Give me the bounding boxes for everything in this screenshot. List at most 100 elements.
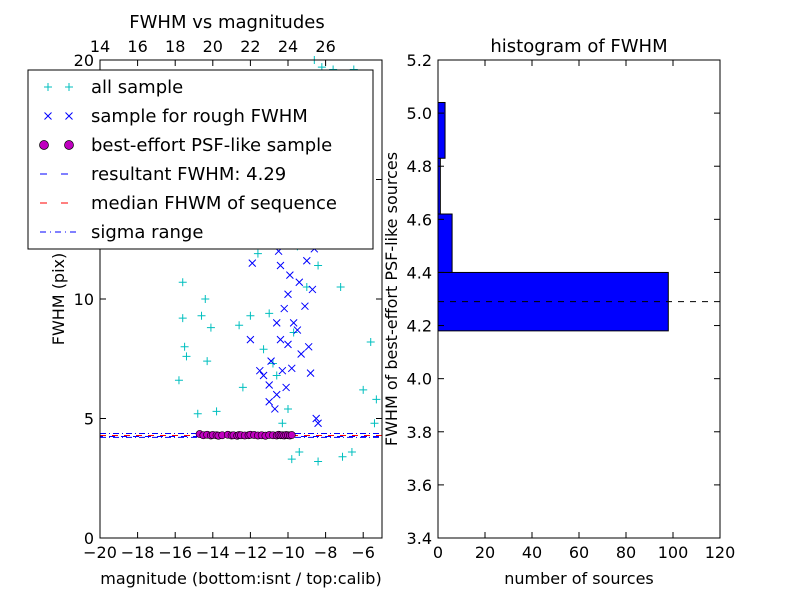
rough-sample-point-28 [301,302,309,311]
histogram-ytick-label-1: 3.6 [407,476,432,495]
legend-marker-x-0 [44,112,52,120]
rough-sample-point-12 [276,261,285,270]
histogram-ytick-label-9: 5.2 [407,51,432,70]
all-sample-point-7 [201,295,210,303]
rough-sample-point-31 [306,369,315,377]
all-sample-point-21 [284,404,292,413]
all-sample-point-16 [259,345,268,354]
rough-sample-point-22 [289,319,298,327]
histogram-xtick-label-1: 20 [475,543,495,562]
all-sample-point-14 [246,311,255,320]
histogram-data [437,101,720,332]
rough-sample-point-13 [278,366,287,375]
histogram-bar-3 [437,101,446,159]
histogram-ytick-label-2: 3.8 [407,423,432,442]
all-sample-point-19 [272,371,281,380]
legend-box [27,69,374,250]
histogram-frame [437,59,721,539]
all-sample-point-11 [212,407,221,416]
scatter-xtick-label-3: −14 [196,543,230,562]
rough-sample-point-17 [284,340,292,349]
histogram-ytick-label-6: 4.6 [407,210,432,229]
rough-sample-point-34 [312,414,321,423]
rough-sample-point-4 [265,397,274,406]
rough-sample-point-19 [286,271,294,279]
legend-marker-plus-1 [65,83,73,91]
scatter-top-xtick-label-3: 20 [203,37,223,56]
legend-marker-circle-1 [64,140,74,150]
scatter-frame [99,59,383,539]
all-sample-point-0 [174,376,183,385]
histogram-xtick-label-4: 80 [616,543,636,562]
scatter-top-xtick-label-2: 18 [165,37,185,56]
rough-sample-point-1 [246,335,255,344]
scatter-top-xtick-label-4: 22 [240,37,260,56]
rough-sample-point-3 [259,371,268,380]
rough-sample-point-30 [304,342,313,351]
rough-sample-point-11 [276,335,285,344]
scatter-top-xtick-label-0: 14 [90,37,110,56]
rough-sample-point-6 [267,357,275,365]
rough-sample-point-26 [297,350,306,358]
scatter-xlabel: magnitude (bottom:isnt / top:calib) [100,569,381,588]
rough-sample-point-21 [287,364,296,373]
psf-sample-point-31 [287,431,296,439]
all-sample-point-4 [182,352,191,361]
all-sample-point-10 [206,323,215,332]
histogram-axes: 0 20 40 60 80 100 120 3.4 3.6 3.8 4.0 4.2 4.4 4.6 4.8 5… [407,51,736,562]
histogram-panel: histogram of FWHM 0 20 40 60 80 100 120 3.4 3.6 3… [382,36,735,588]
all-sample-point-12 [235,321,244,330]
histogram-bar-1 [437,213,453,273]
rough-sample-point-14 [280,304,289,313]
all-sample-point-3 [178,314,187,323]
histogram-ytick-label-8: 5.0 [407,104,432,123]
rough-sample-point-32 [308,285,317,294]
rough-sample-point-8 [272,390,281,399]
rough-sample-point-18 [284,290,292,299]
scatter-xtick-label-1: −18 [121,543,155,562]
scatter-top-xtick-label-5: 24 [278,37,298,56]
scatter-data [100,56,382,466]
histogram-ytick-label-3: 4.0 [407,370,432,389]
rough-sample-point-25 [295,278,304,287]
rough-sample-point-9 [272,319,281,327]
all-sample-point-1 [178,278,187,287]
all-sample-point-41 [370,419,379,428]
all-sample-point-2 [180,342,189,351]
legend-label-4: median FHWM of sequence [91,193,337,214]
histogram-ytick-label-0: 3.4 [407,529,432,548]
scatter-xtick-label-4: −12 [234,543,268,562]
rough-sample-point-35 [314,419,322,428]
histogram-xtick-label-3: 60 [569,543,589,562]
histogram-title: histogram of FWHM [490,36,667,57]
histogram-xtick-label-2: 40 [522,543,542,562]
rough-sample-point-7 [270,405,279,413]
legend-label-1: sample for rough FWHM [91,106,308,127]
legend-marker-circle-0 [39,140,49,150]
legend-label-0: all sample [91,77,183,98]
histogram-ytick-label-4: 4.2 [407,317,432,336]
all-sample-point-39 [359,385,368,394]
histogram-xlabel: number of sources [504,569,654,588]
scatter-panel: FWHM vs magnitudes −20 −18 −16 −14 −12 −10 −8−… [27,12,383,588]
rough-sample-point-16 [282,383,290,392]
scatter-xtick-label-5: −10 [271,543,305,562]
legend-marker-x-1 [65,112,73,120]
all-sample-point-44 [295,447,304,456]
all-sample-point-28 [314,261,323,270]
legend-label-5: sigma range [91,222,203,243]
all-sample-point-8 [203,357,212,366]
scatter-ytick-label-2: 10 [74,290,94,309]
all-sample-point-34 [336,283,345,292]
scatter-ytick-label-0: 0 [84,529,94,548]
histogram-xtick-label-0: 0 [433,543,443,562]
rough-sample-point-5 [265,381,274,389]
scatter-ytick-label-4: 20 [74,51,94,70]
legend-label-2: best-effort PSF-like sample [91,135,332,156]
scatter-ylabel: FWHM (pix) [49,253,68,346]
all-sample-point-20 [278,419,287,428]
scatter-xtick-label-6: −8 [314,543,338,562]
all-sample-point-45 [314,457,323,466]
all-sample-point-47 [347,447,356,456]
